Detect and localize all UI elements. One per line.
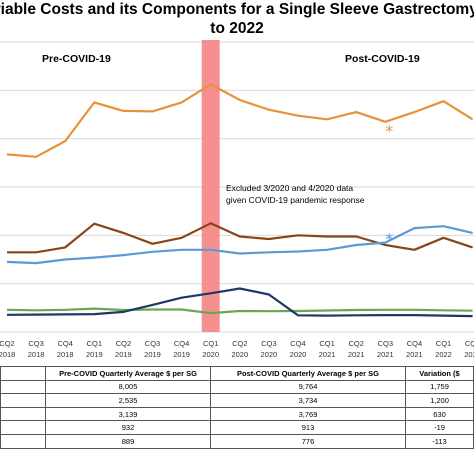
table-cell: [0, 406, 46, 422]
x-tick-quarter: CQ3: [378, 339, 393, 348]
x-tick-quarter: CQ4: [407, 339, 422, 348]
x-tick-year: 2018: [28, 350, 45, 359]
x-tick-year: 2019: [86, 350, 103, 359]
table-cell: 913: [210, 420, 406, 435]
header-cell-pre: Pre-COVID Quarterly Average $ per SG: [45, 366, 211, 381]
x-tick-quarter: CQ3: [145, 339, 160, 348]
x-tick-quarter: CQ1: [203, 339, 218, 348]
table-cell: [0, 420, 46, 435]
table-cell: [0, 393, 46, 408]
table-cell: [0, 433, 46, 449]
asterisk-marker-1: *: [385, 122, 393, 141]
x-tick-year: 2018: [0, 350, 15, 359]
asterisk-marker-3: *: [385, 230, 393, 249]
x-tick-year: 2020: [290, 350, 307, 359]
x-tick-year: 2022: [435, 350, 452, 359]
series-markers: **: [385, 122, 393, 249]
summary-table: Pre-COVID Quarterly Average $ per SG Pos…: [0, 366, 474, 449]
annotation-line-2: given COVID-19 pandemic response: [226, 195, 365, 205]
series-lines: [6, 83, 474, 318]
x-tick-year: 2021: [406, 350, 423, 359]
x-tick-year: 2020: [261, 350, 278, 359]
table-row: 932 913 -19: [0, 420, 474, 435]
table-row: 889 776 -113: [0, 433, 474, 449]
annotation-line-1: Excluded 3/2020 and 4/2020 data: [226, 183, 353, 193]
x-tick-quarter: CQ1: [319, 339, 334, 348]
header-cell-empty: [0, 366, 46, 381]
table-cell: 1,200: [405, 393, 474, 408]
x-tick-year: 2019: [115, 350, 132, 359]
table-cell: 8,005: [45, 379, 211, 395]
x-tick-quarter: CQ2: [465, 339, 474, 348]
x-tick-year: 2021: [319, 350, 336, 359]
x-tick-quarter: CQ3: [28, 339, 43, 348]
x-tick-quarter: CQ4: [57, 339, 72, 348]
x-tick-year: 2022: [464, 350, 474, 359]
chart-title: ariable Costs and its Components for a S…: [0, 0, 474, 40]
series-line-3: [6, 225, 473, 265]
table-cell: -113: [405, 433, 474, 449]
table-cell: 630: [405, 406, 474, 422]
x-tick-quarter: CQ2: [348, 339, 363, 348]
table-row: 2,535 3,734 1,200: [0, 393, 474, 408]
table-cell: 1,759: [405, 379, 474, 395]
x-tick-quarter: CQ2: [116, 339, 131, 348]
x-axis-ticks: CQ2 2018 CQ3 2018 CQ4 2018 CQ1 2019 CQ2 2019 CQ3 20…: [0, 339, 474, 359]
chart-title-line-1: ariable Costs and its Components for a S…: [0, 1, 474, 18]
x-tick-quarter: CQ2: [232, 339, 247, 348]
x-tick-year: 2019: [173, 350, 190, 359]
series-line-2: [7, 222, 473, 254]
line-chart: Pre-COVID-19 Post-COVID-19 Excluded 3/20…: [0, 40, 474, 359]
pre-covid-label: Pre-COVID-19: [42, 53, 111, 65]
series-line-1: [6, 83, 474, 158]
table-cell: 3,769: [210, 406, 406, 422]
header-cell-variation: Variation ($: [405, 366, 474, 381]
x-tick-year: 2020: [202, 350, 219, 359]
table-header-row: Pre-COVID Quarterly Average $ per SG Pos…: [0, 366, 474, 381]
post-covid-label: Post-COVID-19: [345, 53, 420, 65]
header-cell-post: Post-COVID Quarterly Average $ per SG: [210, 366, 406, 381]
x-tick-year: 2020: [231, 350, 248, 359]
x-tick-quarter: CQ4: [290, 339, 305, 348]
x-tick-quarter: CQ1: [87, 339, 102, 348]
x-tick-year: 2018: [57, 350, 74, 359]
table-cell: [0, 379, 46, 395]
table-cell: 3,734: [210, 393, 406, 408]
series-line-5: [6, 287, 473, 318]
series-line-4: [6, 307, 473, 315]
table-row: 8,005 9,764 1,759: [0, 379, 474, 395]
x-tick-quarter: CQ4: [174, 339, 189, 348]
x-tick-year: 2021: [348, 350, 365, 359]
table-row: 3,139 3,769 630: [0, 406, 474, 422]
table-cell: 2,535: [45, 393, 211, 408]
table-cell: 776: [210, 433, 406, 449]
table-cell: 3,139: [45, 406, 211, 422]
x-tick-quarter: CQ1: [436, 339, 451, 348]
covid-exclusion-band: [201, 40, 220, 332]
x-tick-year: 2019: [144, 350, 161, 359]
table-cell: 889: [45, 433, 211, 449]
x-tick-quarter: CQ3: [261, 339, 276, 348]
chart-title-line-2: to 2022: [210, 20, 264, 37]
x-tick-year: 2021: [377, 350, 394, 359]
table-cell: 9,764: [210, 379, 406, 395]
table-cell: 932: [45, 420, 211, 435]
table-cell: -19: [405, 420, 474, 435]
x-tick-quarter: CQ2: [0, 339, 15, 348]
